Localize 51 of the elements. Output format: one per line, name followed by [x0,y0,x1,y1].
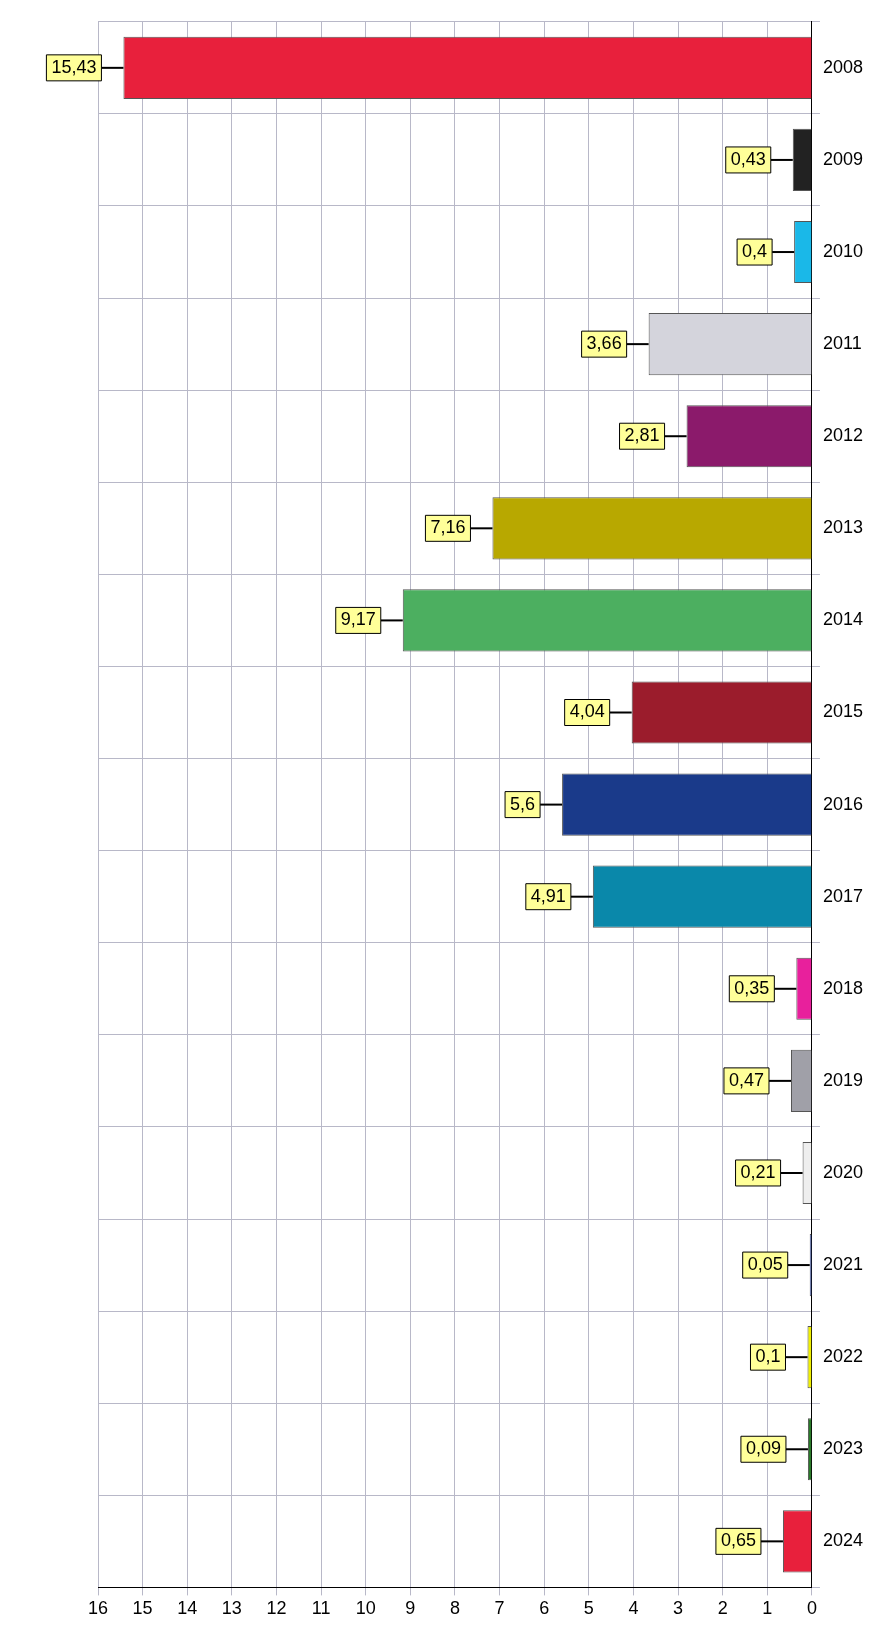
data-label: 0,05 [747,1254,783,1275]
data-label: 0,35 [734,977,770,998]
x-tick-label: 14 [177,1598,198,1619]
y-tick-label: 2010 [822,241,863,261]
x-tick-label: 16 [87,1598,109,1619]
y-tick-label: 2022 [822,1346,863,1367]
x-tick-label: 12 [266,1598,287,1619]
data-label: 7,16 [430,517,466,538]
x-tick-label: 9 [405,1598,416,1619]
data-label: 0,1 [755,1346,781,1367]
data-label: 9,17 [340,609,376,630]
y-tick-label: 2021 [822,1254,863,1275]
data-label: 3,66 [586,333,622,354]
x-tick-label: 8 [449,1598,460,1619]
y-tick-label: 2014 [822,609,863,630]
x-tick-label: 3 [673,1598,684,1619]
data-label: 0,21 [740,1161,776,1182]
data-label: 4,04 [569,701,605,722]
y-tick-label: 2008 [822,56,863,77]
x-tick-label: 2 [717,1598,728,1619]
x-tick-label: 13 [221,1598,242,1619]
x-tick-label: 6 [539,1598,550,1619]
y-tick-label: 2015 [822,701,863,722]
y-tick-label: 2018 [822,977,863,998]
x-tick-label: 11 [311,1598,331,1619]
y-tick-label: 2020 [822,1161,863,1182]
y-tick-label: 2017 [822,885,863,906]
y-tick-label: 2016 [822,793,863,814]
y-tick-label: 2024 [822,1530,863,1551]
data-label: 0,47 [728,1069,764,1090]
y-tick-label: 2011 [822,333,862,354]
data-label: 0,65 [720,1530,756,1551]
data-label: 0,4 [742,241,768,261]
data-label: 15,43 [51,56,97,77]
data-label: 2,81 [624,425,660,446]
y-tick-label: 2009 [822,148,863,169]
y-tick-label: 2013 [822,517,863,538]
x-tick-label: 4 [628,1598,639,1619]
y-tick-label: 2012 [822,425,863,446]
data-label: 4,91 [530,885,566,906]
x-tick-label: 10 [355,1598,376,1619]
x-tick-label: 7 [494,1598,505,1619]
x-tick-label: 15 [132,1598,153,1619]
x-tick-label: 1 [762,1598,773,1619]
data-label: 0,09 [745,1438,781,1459]
data-label: 0,43 [730,148,766,169]
x-tick-label: 0 [806,1598,817,1619]
y-tick-label: 2023 [822,1438,863,1459]
y-tick-label: 2019 [822,1069,863,1090]
x-tick-label: 5 [583,1598,594,1619]
data-label: 5,6 [510,793,536,814]
